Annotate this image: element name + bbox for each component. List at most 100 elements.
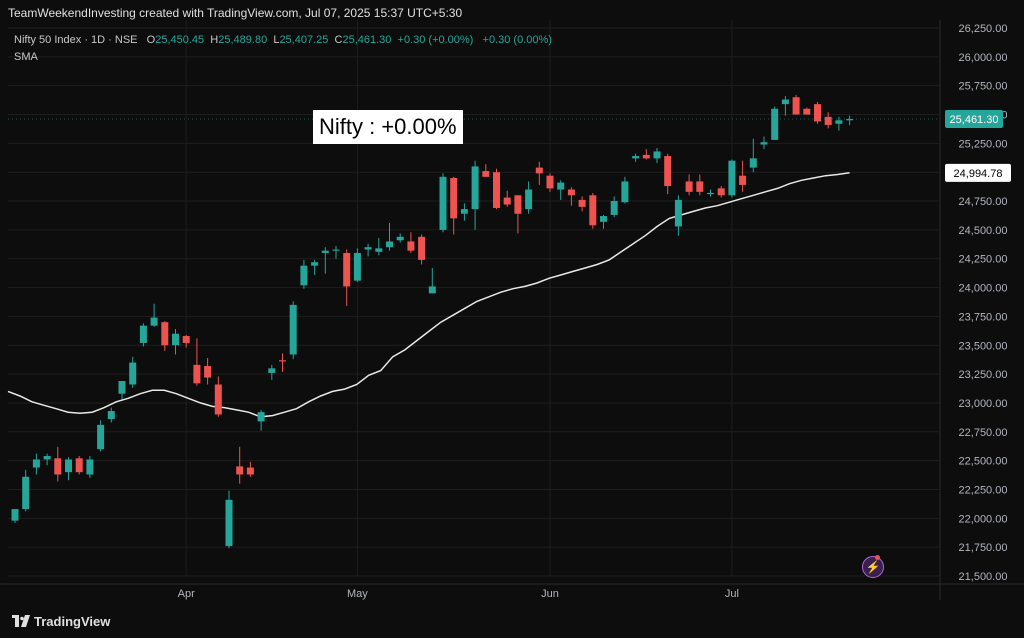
candle [674,195,682,236]
candle [279,353,286,372]
candle [11,509,19,523]
candle-body [685,181,693,192]
candle [803,107,811,115]
price-axis: 26,250.0026,000.0025,750.0025,500.0025,2… [959,23,1008,583]
candle [332,246,340,259]
candle [535,161,543,185]
candle-body [664,156,672,187]
candle-body [717,188,725,196]
candle [557,180,565,200]
candle-body [610,201,618,215]
candle-body [493,172,500,208]
candle [728,159,736,198]
candle-body [386,241,393,248]
x-tick-label: Jul [725,588,739,600]
tradingview-logo-icon [12,615,30,630]
candle-body [129,362,137,385]
flash-icon[interactable]: ⚡ [862,556,884,578]
y-tick-label: 25,750.00 [959,81,1008,93]
y-tick-label: 24,500.00 [959,225,1008,237]
candle-body [632,156,640,159]
candle [525,181,533,214]
candle-body [728,160,736,196]
y-tick-label: 21,500.00 [959,571,1008,583]
candle [685,174,693,196]
candle-body [589,195,597,226]
ohlc-legend: Nifty 50 Index · 1D · NSE O25,450.45 H25… [14,34,552,46]
sma-line-path [7,172,850,418]
candle-body [407,241,415,251]
candle [321,247,329,274]
candle [514,195,522,234]
x-tick-label: Apr [178,588,195,600]
candle-body [268,368,276,373]
candle [632,153,640,162]
candle [289,301,297,360]
symbol-title[interactable]: Nifty 50 Index · 1D · NSE [14,34,138,46]
candle [139,323,147,347]
candle-body [546,175,554,189]
candle [182,334,190,348]
candle [503,190,511,207]
candles [11,94,854,549]
candle-body [760,142,768,145]
candle-body [846,119,854,121]
candle-body [707,192,714,195]
y-tick-label: 22,750.00 [959,427,1008,439]
candle-body [792,97,800,115]
candle [300,259,308,289]
y-tick-label: 24,250.00 [959,254,1008,266]
candle [353,248,361,282]
candle-body [803,108,811,115]
candle [214,376,222,417]
candle [482,164,490,177]
candle [771,106,779,140]
tradingview-brand: TradingView [34,614,111,629]
candle-body [22,476,30,510]
candle [75,456,83,475]
candle [739,160,747,192]
candle [749,138,757,173]
candle-body [557,182,565,190]
candle [129,356,137,388]
candle [824,112,832,129]
candle [343,249,351,307]
candle-body [353,252,361,281]
low-value: 25,407.25 [279,34,329,46]
candle [246,461,254,477]
candle [268,364,276,380]
candle [364,243,372,257]
change-value-2: +0.30 (0.00%) [482,34,552,46]
candle [696,174,704,196]
candle-body [321,250,329,253]
candle [653,147,661,163]
candle [610,196,618,218]
nifty-annotation: Nifty : +0.00% [313,110,463,144]
candle [814,101,821,124]
candle [97,420,105,452]
candle [781,96,789,116]
candle [22,469,30,512]
candle [460,203,468,221]
candle-body [139,325,147,343]
candle-body [621,181,629,203]
y-tick-label: 23,000.00 [959,398,1008,410]
tradingview-footer[interactable]: TradingView [12,614,110,630]
open-label: O [146,34,156,46]
candle [578,196,586,212]
candle-body [642,154,650,159]
candle-body [450,177,458,219]
sma-indicator-label[interactable]: SMA [14,51,38,63]
sma-value-badge [945,163,1011,182]
candle-body [578,199,586,207]
change-value: +0.30 (+0.00%) [397,34,474,46]
candle [600,214,607,229]
candle [86,456,94,478]
candle-body [193,364,201,384]
candle-body [396,236,404,241]
candle [311,259,319,275]
candle [471,160,479,230]
candle-body [525,189,533,210]
candle-body [835,120,843,124]
